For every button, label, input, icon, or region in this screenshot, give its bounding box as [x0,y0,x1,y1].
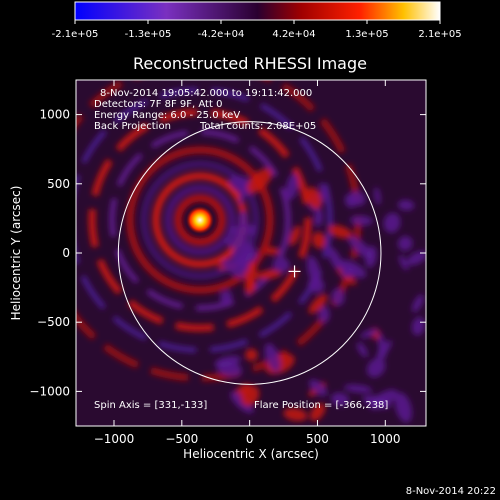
texture-blob [356,342,368,358]
y-tick-label: 500 [47,177,70,191]
texture-blob [240,385,260,407]
texture-blob [394,392,412,423]
x-axis: −1000 −500 0 500 1000 [94,80,401,446]
texture-blob [407,250,426,266]
texture-blob [366,358,386,378]
texture-blob [312,231,326,249]
texture-blob [374,187,381,205]
texture-blob [331,288,345,306]
texture-blob [365,245,377,268]
footer-timestamp: 8-Nov-2014 20:22 [406,486,496,497]
x-tick-label: −500 [165,432,198,446]
texture-blob [221,258,251,279]
texture-blob [219,290,233,304]
texture-blob [245,348,258,362]
texture-blob [272,256,290,273]
x-tick-label: 1000 [370,432,401,446]
texture-blob [238,187,247,206]
texture-blob [309,379,328,397]
x-axis-label: Heliocentric X (arcsec) [183,447,319,461]
y-tick-label: 0 [62,246,70,260]
colorbar-ticks: -2.1e+05 -1.3e+05 -4.2e+04 4.2e+04 1.3e+05 2.… [52,20,462,40]
ripple-ring [174,194,226,246]
texture-blob [283,408,308,422]
sun-limb [117,121,382,385]
y-tick-label: −1000 [29,384,70,398]
time-range-text: 8-Nov-2014 19:05:42.000 to 19:11:42.000 [100,88,312,99]
texture-blob [216,360,243,377]
texture-blob [264,343,281,373]
flare-source [185,206,214,235]
texture-blob [309,403,326,422]
backprojection-texture [76,80,426,423]
ripple-ring [76,87,333,353]
texture-blob [350,215,373,226]
flare-position-text: Flare Position = [-366,238] [254,400,388,411]
texture-blob [286,173,299,200]
texture-blob [264,247,280,256]
texture-blob [318,306,330,324]
texture-blob [237,210,249,228]
y-axis-label: Heliocentric Y (arcsec) [9,186,23,321]
texture-blob [239,251,258,266]
colorbar-tick-label: -1.3e+05 [125,29,172,40]
ripple-ring [165,185,235,255]
texture-blob [337,259,367,278]
x-tick-label: 0 [246,432,254,446]
texture-blob [327,224,353,239]
spin-axis-text: Spin Axis = [331,-133] [94,400,207,411]
y-tick-label: 1000 [39,108,70,122]
texture-blob [397,236,413,251]
ripple-ring [88,108,312,332]
texture-blob [331,392,350,407]
texture-blob [226,235,249,249]
texture-blob [343,384,373,394]
colorbar-tick-label: 1.3e+05 [345,29,388,40]
energy-text: Energy Range: 6.0 - 25.0 keV [94,110,240,121]
sources [185,206,214,235]
texture-blob [362,395,391,409]
texture-blob [411,316,425,336]
detectors-text: Detectors: 7F 8F 9F, Att 0 [94,99,222,110]
colorbar-tick-label: -4.2e+04 [198,29,245,40]
texture-blob [377,333,387,360]
texture-blob [314,208,324,227]
texture-blob [306,255,321,286]
x-tick-label: 500 [306,432,329,446]
texture-blob [308,294,328,314]
texture-blob [383,212,401,233]
method-text: Back Projection [94,121,171,132]
texture-blob [411,294,424,313]
texture-blob [246,168,273,194]
texture-blob [306,186,322,210]
ripple-ring [126,146,274,294]
y-axis: −1000 −500 0 500 1000 [29,108,426,398]
ripple-ring [141,161,259,279]
texture-blob [230,223,257,238]
texture-blob [344,193,357,208]
ripple-ring [109,129,291,311]
texture-blob [360,328,379,339]
texture-blob [398,254,409,271]
colorbar [74,1,441,21]
x-tick-label: −1000 [94,432,135,446]
colorbar-tick-label: 4.2e+04 [272,29,315,40]
texture-blob [319,182,331,203]
texture-blob [255,269,283,280]
markers [288,265,301,278]
counts-text: Total counts: 2.08E+05 [199,121,316,132]
colorbar-tick-label: 2.1e+05 [418,29,461,40]
texture-blob [289,225,301,246]
chart-title: Reconstructed RHESSI Image [133,54,367,73]
y-tick-label: −500 [37,315,70,329]
colorbar-tick-label: -2.1e+05 [52,29,99,40]
texture-blob [397,199,415,211]
